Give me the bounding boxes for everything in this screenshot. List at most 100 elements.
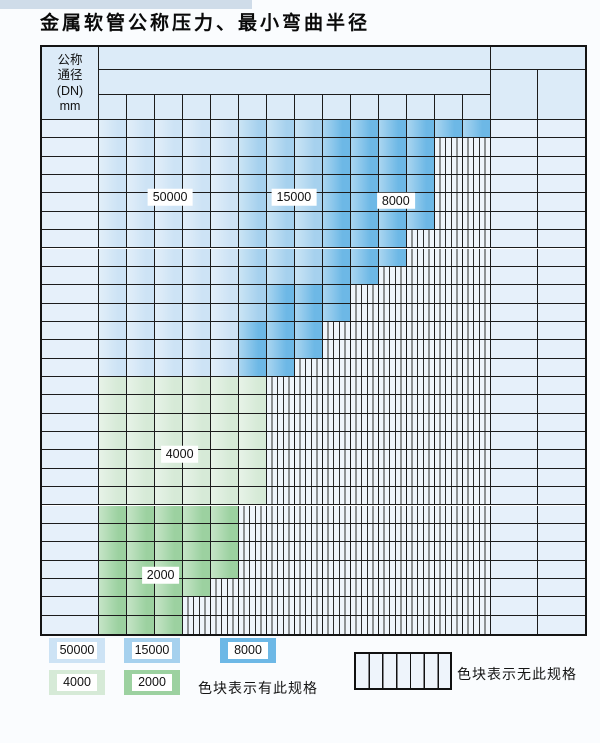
spec-cell — [295, 138, 323, 157]
spec-cell — [267, 266, 295, 286]
no-spec-cell — [379, 450, 407, 469]
no-spec-cell — [267, 395, 295, 414]
spec-cell — [99, 138, 127, 157]
dynamic-value — [538, 597, 585, 616]
no-spec-cell — [435, 450, 463, 469]
static-value — [491, 615, 538, 634]
no-spec-cell — [379, 615, 407, 634]
legend-swatch-label: 2000 — [132, 674, 172, 691]
spec-cell — [127, 542, 155, 561]
no-spec-cell — [295, 450, 323, 469]
no-spec-cell — [295, 468, 323, 488]
no-spec-cell — [183, 597, 211, 616]
dynamic-value — [538, 211, 585, 231]
dynamic-value — [538, 542, 585, 561]
no-spec-cell — [211, 615, 239, 634]
spec-cell — [99, 340, 127, 359]
spec-cell — [295, 303, 323, 322]
no-spec-cell — [435, 303, 463, 322]
spec-cell — [239, 321, 267, 341]
spec-cell — [211, 321, 239, 341]
spec-cell — [99, 156, 127, 176]
dn-cell — [42, 523, 99, 543]
static-value — [491, 230, 538, 249]
no-spec-cell — [239, 542, 267, 561]
no-spec-cell — [267, 413, 295, 433]
spec-cell — [183, 358, 211, 377]
no-spec-cell — [267, 615, 295, 634]
no-spec-cell — [295, 523, 323, 543]
no-spec-cell — [379, 542, 407, 561]
no-spec-cell — [379, 578, 407, 598]
spec-cell — [127, 248, 155, 267]
no-spec-cell — [351, 597, 379, 616]
no-spec-cell — [435, 156, 463, 176]
no-spec-cell — [463, 193, 491, 212]
legend-swatch: 2000 — [124, 670, 180, 695]
dn-cell — [42, 211, 99, 231]
no-spec-cell — [239, 523, 267, 543]
spec-cell — [155, 230, 183, 249]
spec-cell — [127, 211, 155, 231]
spec-cell — [127, 358, 155, 377]
static-value — [491, 340, 538, 359]
pressure-tick — [295, 95, 323, 120]
spec-cell — [99, 120, 127, 139]
spec-cell — [239, 377, 267, 396]
spec-cell — [295, 211, 323, 231]
spec-cell — [155, 468, 183, 488]
static-value — [491, 377, 538, 396]
spec-cell — [155, 266, 183, 286]
no-spec-cell — [323, 377, 351, 396]
spec-cell — [183, 156, 211, 176]
legend-swatch: 15000 — [124, 638, 180, 663]
spec-cell — [267, 211, 295, 231]
spec-cell — [295, 340, 323, 359]
no-spec-cell — [239, 597, 267, 616]
spec-cell — [211, 395, 239, 414]
spec-cell — [127, 156, 155, 176]
spec-cell — [211, 230, 239, 249]
dn-cell — [42, 303, 99, 322]
static-value — [491, 138, 538, 157]
spec-cell — [183, 175, 211, 194]
no-spec-cell — [351, 487, 379, 506]
dn-cell — [42, 138, 99, 157]
dn-cell — [42, 487, 99, 506]
no-spec-cell — [435, 175, 463, 194]
no-spec-cell — [463, 321, 491, 341]
no-spec-cell — [351, 285, 379, 304]
spec-cell — [267, 248, 295, 267]
no-spec-cell — [379, 377, 407, 396]
no-spec-cell — [463, 578, 491, 598]
no-spec-cell — [379, 340, 407, 359]
no-spec-cell — [407, 413, 435, 433]
static-value — [491, 266, 538, 286]
no-spec-cell — [407, 266, 435, 286]
pressure-tick — [211, 95, 239, 120]
spec-cell — [323, 285, 351, 304]
spec-cell — [99, 175, 127, 194]
legend-swatch: 4000 — [49, 670, 105, 695]
dn-cell — [42, 468, 99, 488]
dn-cell — [42, 248, 99, 267]
static-header — [491, 70, 538, 120]
spec-cell — [183, 340, 211, 359]
spec-cell — [155, 120, 183, 139]
no-spec-cell — [295, 542, 323, 561]
legend-no-spec-text: 色块表示无此规格 — [457, 666, 577, 682]
spec-cell — [99, 358, 127, 377]
no-spec-cell — [351, 542, 379, 561]
zone-label: 8000 — [376, 192, 415, 210]
static-value — [491, 285, 538, 304]
no-spec-cell — [435, 597, 463, 616]
spec-cell — [239, 193, 267, 212]
spec-cell — [183, 211, 211, 231]
dynamic-value — [538, 358, 585, 377]
static-value — [491, 156, 538, 176]
spec-cell — [211, 487, 239, 506]
no-spec-cell — [295, 615, 323, 634]
no-spec-cell — [323, 450, 351, 469]
no-spec-cell — [267, 468, 295, 488]
no-spec-cell — [435, 432, 463, 451]
